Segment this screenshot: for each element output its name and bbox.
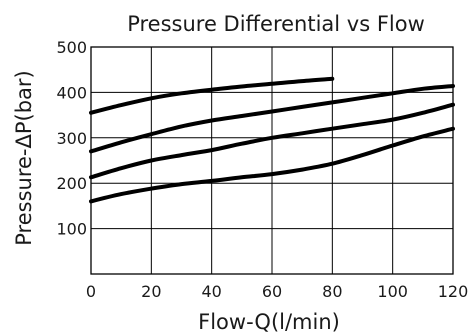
x-tick-label-80: 80: [322, 282, 342, 301]
x-tick-label-100: 100: [377, 282, 408, 301]
y-tick-label-500: 500: [56, 38, 87, 57]
x-tick-label-20: 20: [141, 282, 161, 301]
series-line-4: [89, 126, 455, 204]
y-tick-label-100: 100: [56, 220, 87, 239]
series-line-2: [89, 84, 455, 154]
plot-frame: [90, 46, 454, 275]
chart-title: Pressure Differential vs Flow: [127, 12, 425, 36]
x-axis-label: Flow-Q(l/min): [198, 310, 340, 334]
y-tick-labels: 100 200 300 400 500: [56, 38, 87, 239]
x-tick-label-40: 40: [201, 282, 221, 301]
x-tick-label-60: 60: [262, 282, 282, 301]
curves: [89, 76, 455, 204]
x-tick-label-120: 120: [438, 282, 469, 301]
y-axis-label: Pressure-ΔP(bar): [12, 70, 36, 246]
series-line-3: [89, 102, 455, 180]
y-tick-label-400: 400: [56, 83, 87, 102]
x-tick-label-0: 0: [86, 282, 96, 301]
y-tick-label-200: 200: [56, 174, 87, 193]
x-tick-labels: 0 20 40 60 80 100 120: [86, 282, 468, 301]
series-line-1: [89, 76, 335, 115]
y-tick-label-300: 300: [56, 129, 87, 148]
